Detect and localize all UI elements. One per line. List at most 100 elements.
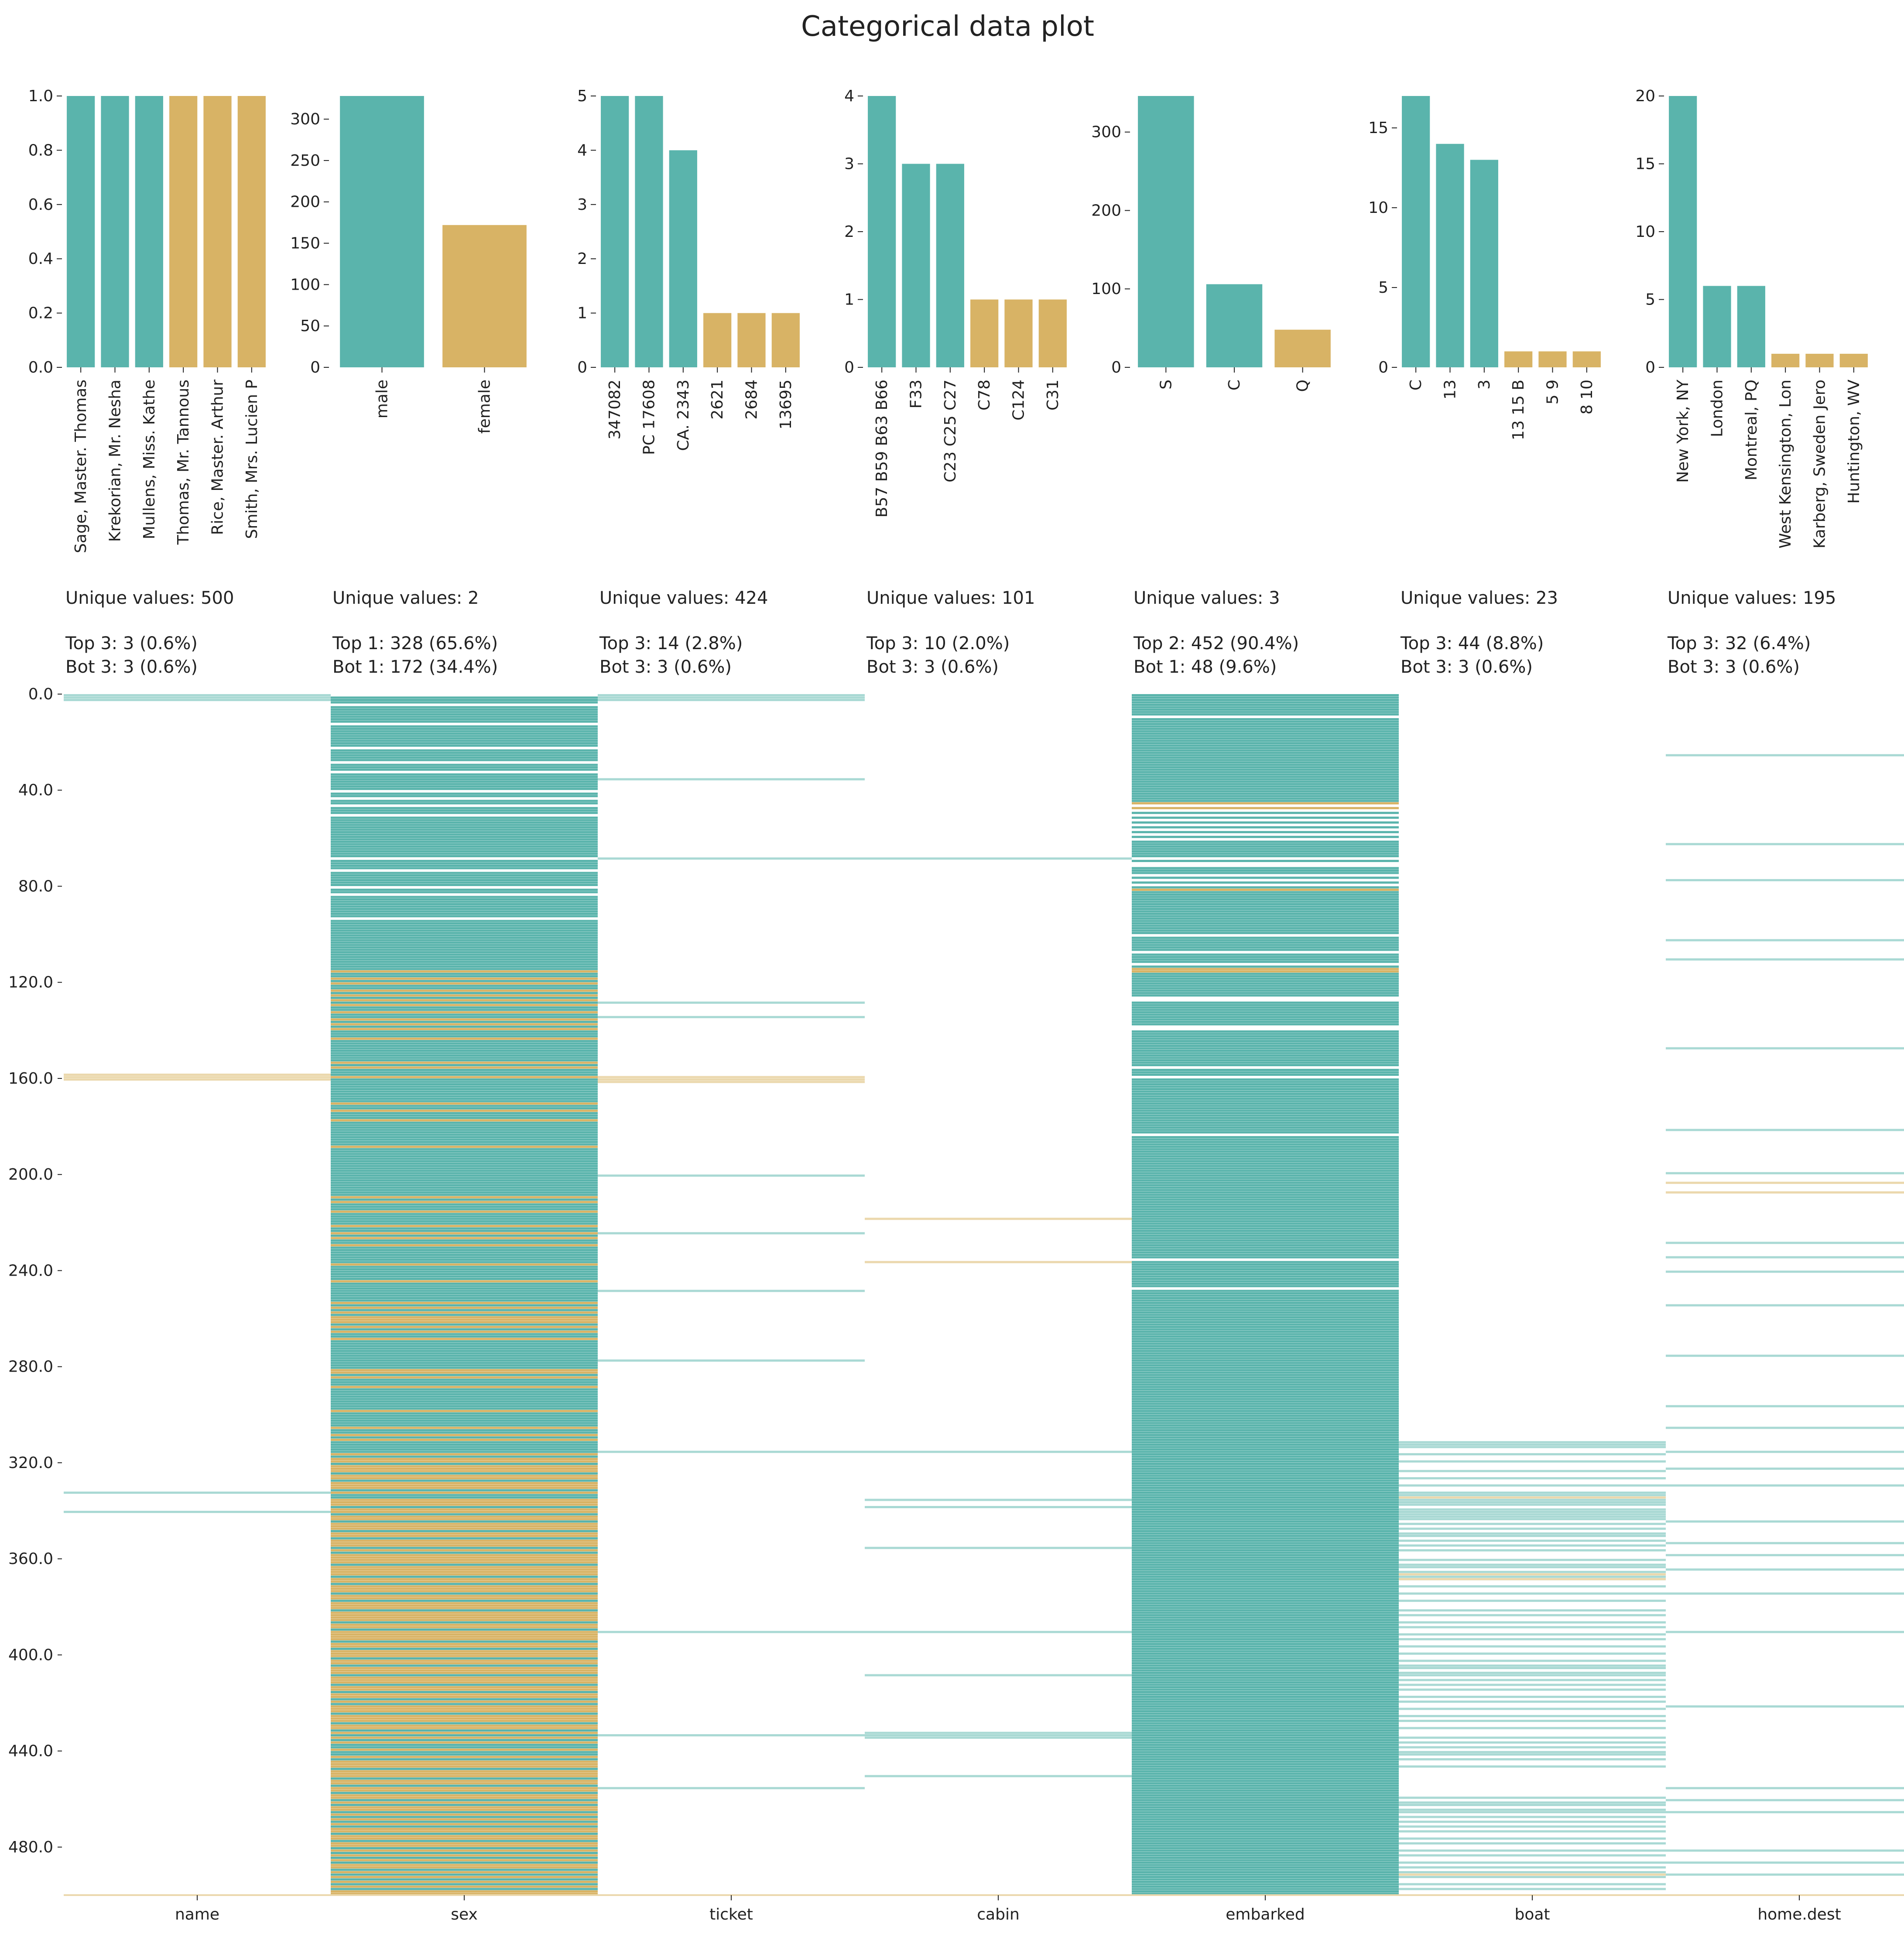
heat-row: [1132, 1784, 1399, 1787]
column-label: ticket: [709, 1906, 753, 1923]
heat-row: [1132, 1184, 1399, 1187]
heat-row: [1132, 1645, 1399, 1648]
heat-column-embarked: [1132, 694, 1399, 1895]
heat-row: [1132, 1407, 1399, 1410]
bar: [1538, 351, 1567, 367]
heat-row: [1132, 917, 1399, 920]
heat-row: [1399, 1566, 1666, 1568]
heat-row: [1132, 1117, 1399, 1119]
heat-row: [331, 1789, 598, 1792]
heat-row: [331, 1532, 598, 1535]
heat-row: [331, 1851, 598, 1854]
top-values-label: Top 3: 14 (2.8%): [599, 633, 743, 654]
bar: [1402, 96, 1430, 367]
heat-row: [64, 1491, 331, 1494]
heat-row: [331, 1806, 598, 1809]
heat-row: [1132, 1486, 1399, 1489]
heat-row: [331, 1006, 598, 1009]
heat-row: [331, 1167, 598, 1170]
bottom-values-label: Bot 3: 3 (0.6%): [1668, 657, 1800, 677]
category-label: C: [1226, 380, 1243, 390]
bar: [669, 150, 697, 367]
heat-row: [1666, 1520, 1904, 1523]
heat-row: [331, 1657, 598, 1660]
heat-row: [1399, 1494, 1666, 1496]
heat-row: [1132, 1020, 1399, 1023]
heat-row: [1132, 1150, 1399, 1153]
heat-row: [865, 1261, 1132, 1263]
heat-row: [331, 1047, 598, 1050]
heat-row: [865, 1506, 1132, 1509]
heat-row: [1132, 1571, 1399, 1573]
heat-row: [1132, 1383, 1399, 1386]
heat-row: [331, 1280, 598, 1283]
heat-row: [1132, 1491, 1399, 1494]
heat-row: [331, 1157, 598, 1160]
heat-row: [1132, 1650, 1399, 1653]
heat-row: [331, 1256, 598, 1259]
heat-row: [1132, 1249, 1399, 1251]
heat-row: [331, 1599, 598, 1602]
heat-row: [1132, 1431, 1399, 1434]
heat-row: [1399, 1614, 1666, 1616]
heat-row: [1132, 1667, 1399, 1669]
heat-row: [1132, 1165, 1399, 1167]
heat-row: [1399, 1875, 1666, 1879]
y-tick-label: 150: [290, 235, 320, 253]
category-label: C124: [1010, 380, 1028, 421]
heat-row: [331, 1880, 598, 1883]
heat-row: [1666, 1129, 1904, 1131]
heat-row: [331, 1477, 598, 1480]
heat-row: [331, 1307, 598, 1309]
heat-row: [1132, 1816, 1399, 1818]
heat-row: [331, 1268, 598, 1270]
heat-row: [331, 1061, 598, 1064]
heat-row: [1132, 704, 1399, 706]
heat-row: [1132, 1321, 1399, 1324]
heat-row: [331, 1715, 598, 1718]
heat-row: [331, 1590, 598, 1592]
heat-row: [331, 807, 598, 809]
heat-row: [331, 1100, 598, 1102]
heat-row: [1132, 910, 1399, 913]
heat-row: [1132, 1355, 1399, 1357]
heat-row: [598, 857, 865, 860]
heat-row: [331, 1888, 598, 1890]
heat-row: [1132, 1583, 1399, 1585]
heat-row: [331, 1640, 598, 1643]
heat-row: [865, 1547, 1132, 1549]
heat-row: [1399, 1501, 1666, 1504]
heat-row: [1132, 1275, 1399, 1278]
heat-row: [1666, 1304, 1904, 1307]
heat-row: [331, 1234, 598, 1237]
heat-row: [598, 1078, 865, 1081]
heat-row: [1399, 1575, 1666, 1578]
heat-row: [1132, 1621, 1399, 1624]
heat-row: [1399, 1667, 1666, 1669]
heat-row: [1132, 1686, 1399, 1689]
heat-row: [331, 1042, 598, 1045]
heat-row: [1132, 855, 1399, 857]
heat-row: [1399, 1679, 1666, 1681]
heat-row: [331, 867, 598, 869]
heat-row: [331, 1616, 598, 1619]
heat-row: [1132, 1436, 1399, 1439]
heat-row: [331, 1270, 598, 1273]
heat-row: [1132, 1049, 1399, 1052]
heat-row: [1399, 1453, 1666, 1455]
heat-row: [598, 1290, 865, 1292]
heat-row: [331, 1275, 598, 1278]
heat-y-tick-label: 400.0: [8, 1646, 53, 1664]
heat-row: [331, 992, 598, 994]
heat-row: [331, 848, 598, 850]
heat-row: [331, 1854, 598, 1857]
heat-row: [331, 1520, 598, 1523]
heat-row: [1399, 1825, 1666, 1828]
heat-row: [1132, 1261, 1399, 1263]
heat-row: [1132, 1813, 1399, 1816]
heat-row: [1132, 1751, 1399, 1753]
heat-row: [331, 1246, 598, 1249]
heat-row: [1132, 1535, 1399, 1537]
heat-row: [331, 1114, 598, 1117]
heat-row: [1132, 1194, 1399, 1196]
